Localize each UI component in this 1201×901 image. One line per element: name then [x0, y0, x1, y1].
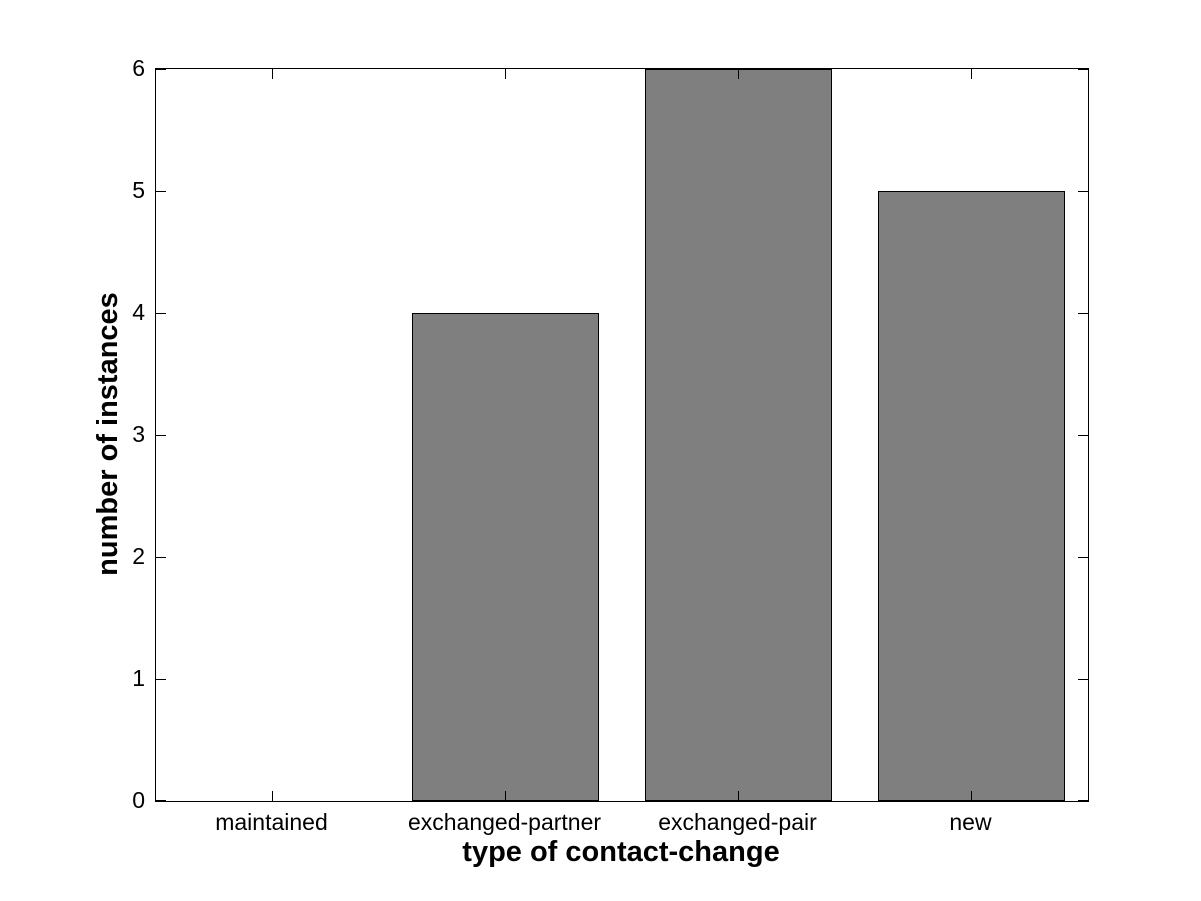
x-tick-mark-top — [272, 69, 273, 79]
x-tick-mark-top — [505, 69, 506, 79]
y-tick-label-4: 4 — [132, 299, 145, 325]
y-tick-mark-right — [1078, 556, 1088, 558]
bar-new — [878, 191, 1065, 801]
y-tick-mark-right — [1078, 69, 1088, 70]
y-tick-mark — [156, 434, 166, 436]
bar-exchanged-partner — [412, 313, 599, 801]
y-tick-mark — [156, 800, 166, 801]
y-tick-mark-right — [1078, 190, 1088, 192]
y-tick-mark — [156, 190, 166, 192]
x-axis-label: type of contact-change — [462, 836, 780, 868]
x-tick-mark-top — [971, 69, 972, 79]
x-tick-mark — [738, 791, 739, 801]
y-tick-mark — [156, 69, 166, 70]
y-tick-mark — [156, 556, 166, 558]
y-tick-mark-right — [1078, 434, 1088, 436]
y-tick-mark-right — [1078, 678, 1088, 680]
x-tick-mark — [272, 791, 273, 801]
x-tick-label-exchanged-pair: exchanged-pair — [658, 809, 817, 835]
x-tick-mark — [505, 791, 506, 801]
x-tick-label-exchanged-partner: exchanged-partner — [407, 809, 602, 835]
y-tick-label-6: 6 — [132, 55, 145, 81]
y-tick-label-0: 0 — [132, 787, 145, 813]
y-tick-mark-right — [1078, 312, 1088, 314]
y-tick-mark — [156, 312, 166, 314]
y-tick-label-3: 3 — [132, 421, 145, 447]
plot-area — [155, 68, 1089, 802]
y-tick-mark — [156, 678, 166, 680]
bar-exchanged-pair — [645, 69, 832, 801]
x-tick-mark-top — [738, 69, 739, 79]
x-tick-mark — [971, 791, 972, 801]
y-tick-label-2: 2 — [132, 543, 145, 569]
x-tick-label-new: new — [949, 809, 992, 835]
y-tick-mark-right — [1078, 800, 1088, 801]
y-tick-label-1: 1 — [132, 665, 145, 691]
y-tick-label-5: 5 — [132, 177, 145, 203]
x-tick-label-maintained: maintained — [215, 809, 328, 835]
